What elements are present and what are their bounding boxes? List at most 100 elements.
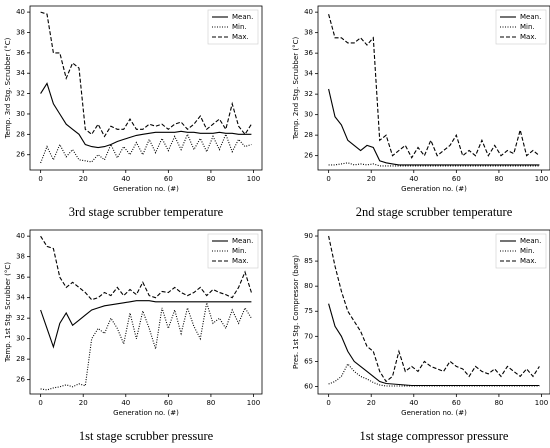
y-tick-label: 40: [304, 8, 313, 16]
x-tick-label: 20: [79, 175, 88, 183]
y-tick-label: 70: [304, 332, 313, 340]
plot-frame: [317, 5, 550, 171]
y-axis-label: Temp. 3rd Stg. Scrubber (°C): [4, 37, 12, 139]
y-tick-label: 38: [16, 253, 25, 261]
x-tick-label: 100: [247, 175, 260, 183]
series-line: [328, 303, 540, 387]
y-tick-label: 36: [304, 49, 313, 57]
caption: 1st stage scrubber pressure: [79, 429, 214, 443]
x-tick-label: 40: [409, 175, 418, 183]
x-tick-label: 0: [326, 399, 330, 407]
legend-box: [495, 233, 547, 269]
x-tick-label: 60: [452, 399, 461, 407]
y-tick-label: 34: [16, 294, 25, 302]
subplot: 26 28 30 32 34 36 38 40 0 20 40 60 80 100 Generation n…: [4, 5, 263, 219]
caption: 2nd stage scrubber temperature: [356, 205, 513, 219]
y-axis-label: Pres. 1st Stg. Compressor (barg): [292, 255, 300, 369]
y-tick-label: 85: [304, 257, 313, 265]
y-tick-label: 28: [16, 355, 25, 363]
y-tick-label: 36: [16, 49, 25, 57]
y-tick-label: 32: [16, 90, 25, 98]
plot-frame: [317, 229, 550, 395]
x-tick-label: 0: [326, 175, 330, 183]
x-tick-label: 40: [121, 399, 130, 407]
x-tick-label: 60: [452, 175, 461, 183]
x-tick-label: 100: [535, 399, 548, 407]
x-axis-label: Generation no. (#): [401, 409, 467, 417]
y-tick-label: 38: [304, 29, 313, 37]
y-tick-label: 60: [304, 382, 313, 390]
y-tick-label: 75: [304, 307, 313, 315]
caption: 3rd stage scrubber temperature: [69, 205, 224, 219]
x-tick-label: 40: [121, 175, 130, 183]
subplot: 26 28 30 32 34 36 38 40 0 20 40 60 80 100 Generation n…: [292, 5, 550, 219]
x-tick-label: 40: [409, 399, 418, 407]
x-tick-label: 80: [494, 175, 503, 183]
series-line: [40, 300, 252, 349]
x-tick-label: 0: [38, 175, 42, 183]
y-axis-label: Temp. 1st Stg. Scrubber (°C): [4, 262, 12, 363]
y-tick-label: 90: [304, 232, 313, 240]
x-tick-label: 20: [367, 175, 376, 183]
legend-label: Max.: [232, 257, 249, 265]
series-line: [328, 14, 540, 159]
subplot: 26 28 30 32 34 36 38 40 0 20 40 60 80 100 Generation n…: [4, 229, 263, 443]
x-axis-label: Generation no. (#): [401, 185, 467, 193]
legend-label: Min.: [232, 23, 247, 31]
y-tick-label: 30: [16, 335, 25, 343]
y-axis-label: Temp. 2nd Stg. Scrubber (°C): [292, 36, 300, 140]
legend-label: Max.: [232, 33, 249, 41]
x-tick-label: 80: [494, 399, 503, 407]
y-tick-label: 30: [304, 111, 313, 119]
subplot: 60 65 70 75 80 85 90 0 20 40 60 80 100 Generation no.…: [292, 229, 550, 443]
legend-label: Mean.: [232, 237, 253, 245]
legend-label: Min.: [520, 23, 535, 31]
series-line: [40, 302, 252, 391]
y-tick-label: 34: [304, 70, 313, 78]
legend-label: Min.: [520, 247, 535, 255]
legend-label: Mean.: [232, 13, 253, 21]
legend-label: Max.: [520, 257, 537, 265]
x-tick-label: 20: [367, 399, 376, 407]
x-tick-label: 80: [206, 175, 215, 183]
x-tick-label: 100: [247, 399, 260, 407]
legend-box: [495, 9, 547, 45]
x-axis-label: Generation no. (#): [113, 409, 179, 417]
series-line: [328, 88, 540, 166]
series-line: [40, 82, 252, 149]
y-tick-label: 40: [16, 8, 25, 16]
series-line: [328, 235, 540, 383]
y-tick-label: 30: [16, 110, 25, 118]
legend-label: Mean.: [520, 13, 541, 21]
y-tick-label: 32: [16, 314, 25, 322]
y-tick-label: 40: [16, 232, 25, 240]
series-line: [328, 362, 540, 387]
legend-box: [207, 9, 259, 45]
series-line: [328, 162, 540, 167]
legend-box: [207, 233, 259, 269]
y-tick-label: 34: [16, 69, 25, 77]
plot-frame: [29, 229, 263, 395]
plot-frame: [29, 5, 263, 171]
x-tick-label: 100: [535, 175, 548, 183]
series-line: [40, 11, 252, 138]
series-line: [40, 235, 252, 301]
x-tick-label: 20: [79, 399, 88, 407]
legend-label: Min.: [232, 247, 247, 255]
x-tick-label: 60: [164, 399, 173, 407]
y-tick-label: 38: [16, 28, 25, 36]
y-tick-label: 36: [16, 273, 25, 281]
x-axis-label: Generation no. (#): [113, 185, 179, 193]
y-tick-label: 80: [304, 282, 313, 290]
y-tick-label: 28: [304, 131, 313, 139]
y-tick-label: 26: [304, 152, 313, 160]
x-tick-label: 0: [38, 399, 42, 407]
legend-label: Max.: [520, 33, 537, 41]
x-tick-label: 60: [164, 175, 173, 183]
series-line: [40, 132, 252, 164]
caption: 1st stage compressor pressure: [360, 429, 509, 443]
legend-label: Mean.: [520, 237, 541, 245]
y-tick-label: 32: [304, 90, 313, 98]
y-tick-label: 26: [16, 151, 25, 159]
